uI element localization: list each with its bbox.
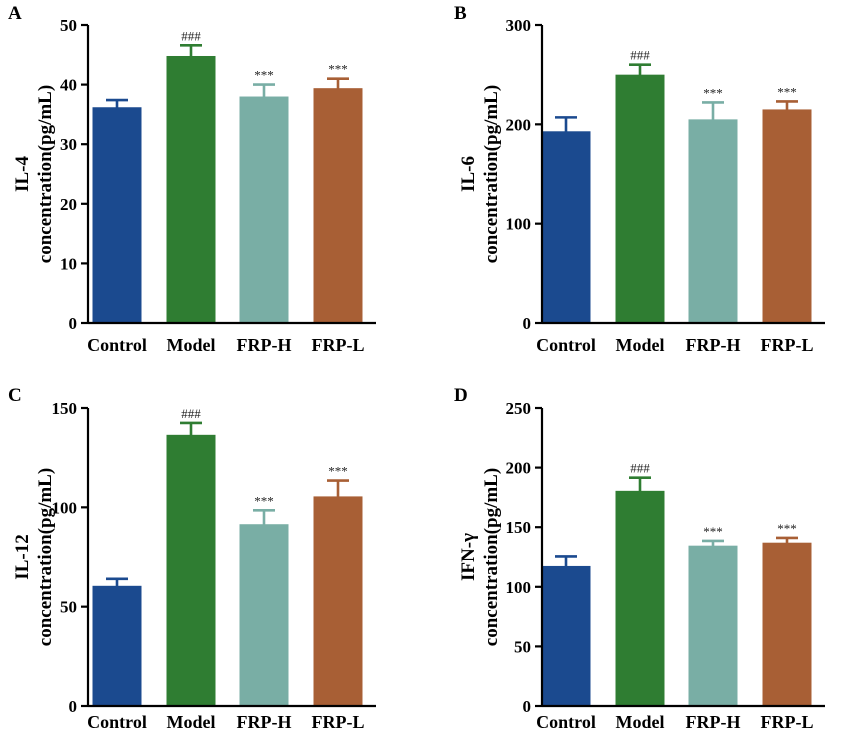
- category-label: Control: [536, 712, 596, 732]
- category-label: Model: [167, 712, 216, 732]
- y-tick-label: 100: [506, 578, 532, 597]
- y-tick-label: 150: [506, 518, 532, 537]
- y-tick-label: 100: [52, 498, 78, 517]
- significance-label: ***: [328, 464, 348, 479]
- category-label: FRP-H: [237, 712, 292, 732]
- bar-frp-h: [239, 524, 289, 706]
- category-label: Model: [167, 335, 216, 355]
- y-tick-label: 0: [523, 697, 532, 716]
- y-tick-label: 200: [506, 459, 532, 478]
- bar-control: [541, 131, 591, 323]
- category-label: FRP-H: [686, 335, 741, 355]
- bar-frp-l: [762, 542, 812, 706]
- category-label: FRP-L: [312, 712, 365, 732]
- significance-label: ###: [181, 406, 201, 421]
- y-tick-label: 50: [60, 598, 77, 617]
- y-tick-label: 150: [52, 399, 78, 418]
- chart-panel-b: B IL-6 concentration(pg/mL) Control ### Model…: [454, 3, 825, 355]
- category-label: Control: [87, 335, 147, 355]
- significance-label: ***: [254, 493, 274, 508]
- y-axis-label-unit: concentration(pg/mL): [35, 468, 56, 646]
- significance-label: ***: [777, 84, 797, 99]
- chart-panel-d: D IFN-γ concentration(pg/mL) Control ### Mode…: [454, 385, 825, 732]
- y-tick-label: 200: [506, 115, 532, 134]
- significance-label: ***: [254, 68, 274, 83]
- y-tick-label: 50: [514, 637, 531, 656]
- y-tick-label: 250: [506, 399, 532, 418]
- y-axis-label-analyte: IL-6: [458, 156, 479, 192]
- significance-label: ***: [328, 62, 348, 77]
- chart-panel-c: C IL-12 concentration(pg/mL) Control ### Mode…: [8, 385, 376, 732]
- bar-control: [92, 107, 142, 323]
- y-tick-label: 0: [69, 697, 78, 716]
- category-label: FRP-L: [312, 335, 365, 355]
- y-tick-label: 30: [60, 135, 77, 154]
- significance-label: ***: [703, 85, 723, 100]
- bar-model: [166, 55, 216, 323]
- category-label: FRP-L: [761, 712, 814, 732]
- category-label: Model: [616, 335, 665, 355]
- significance-label: ###: [181, 28, 201, 43]
- panel-letter: B: [454, 3, 467, 24]
- category-label: Control: [536, 335, 596, 355]
- significance-label: ***: [703, 524, 723, 539]
- y-tick-label: 0: [69, 314, 78, 333]
- y-axis-label-unit: concentration(pg/mL): [481, 85, 502, 263]
- y-tick-label: 10: [60, 254, 77, 273]
- category-label: Control: [87, 712, 147, 732]
- bar-control: [92, 585, 142, 706]
- bar-model: [166, 434, 216, 706]
- bar-frp-l: [762, 109, 812, 323]
- bar-model: [615, 74, 665, 324]
- bar-frp-h: [239, 96, 289, 324]
- y-tick-label: 100: [506, 215, 532, 234]
- bar-frp-h: [688, 545, 738, 706]
- y-axis-label-analyte: IL-12: [12, 534, 33, 579]
- bar-frp-l: [313, 496, 363, 706]
- panel-letter: D: [454, 385, 468, 406]
- bar-control: [541, 565, 591, 706]
- significance-label: ###: [630, 461, 650, 476]
- category-label: FRP-H: [237, 335, 292, 355]
- y-axis-label-unit: concentration(pg/mL): [35, 85, 56, 263]
- panel-letter: C: [8, 385, 22, 406]
- bar-model: [615, 490, 665, 706]
- significance-label: ###: [630, 48, 650, 63]
- significance-label: ***: [777, 521, 797, 536]
- y-tick-label: 20: [60, 195, 77, 214]
- category-label: FRP-H: [686, 712, 741, 732]
- category-label: FRP-L: [761, 335, 814, 355]
- bar-frp-l: [313, 88, 363, 324]
- category-label: Model: [616, 712, 665, 732]
- y-tick-label: 50: [60, 16, 77, 35]
- y-axis-label-analyte: IFN-γ: [458, 533, 479, 581]
- y-tick-label: 40: [60, 76, 77, 95]
- bar-frp-h: [688, 119, 738, 323]
- y-tick-label: 0: [523, 314, 532, 333]
- y-tick-label: 300: [506, 16, 532, 35]
- y-axis-label-unit: concentration(pg/mL): [481, 468, 502, 646]
- chart-panel-a: A IL-4 concentration(pg/mL) Control ### Model…: [8, 3, 376, 355]
- y-axis-label-analyte: IL-4: [12, 156, 33, 192]
- panel-letter: A: [8, 3, 22, 24]
